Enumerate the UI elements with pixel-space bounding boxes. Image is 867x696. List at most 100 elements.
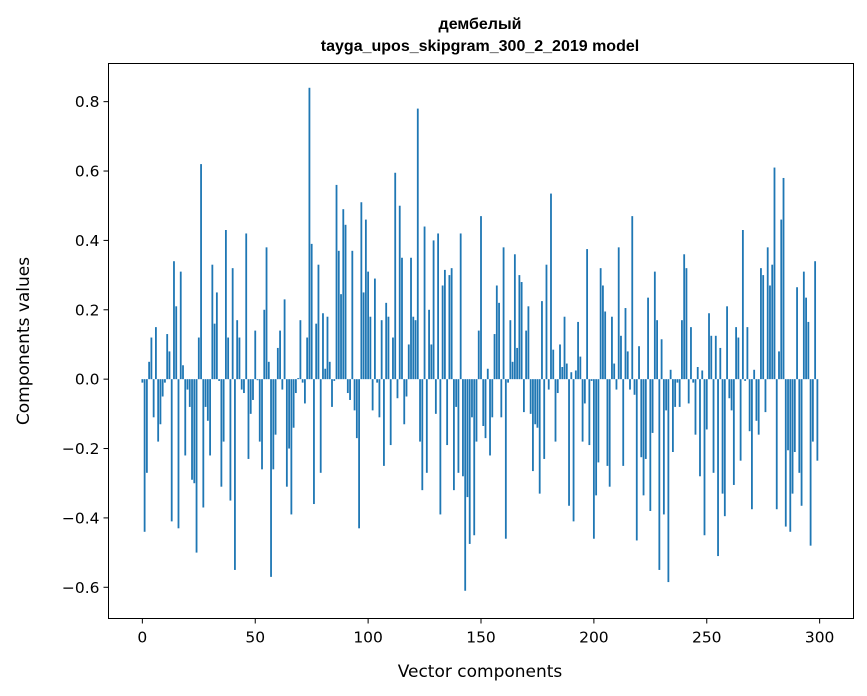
bar-component-220 bbox=[638, 346, 640, 380]
bar-component-254 bbox=[714, 335, 717, 380]
bar-component-251 bbox=[708, 313, 710, 380]
bar-component-227 bbox=[653, 271, 656, 380]
bar-component-79 bbox=[319, 379, 322, 473]
bar-component-148 bbox=[475, 379, 478, 442]
bar-component-181 bbox=[550, 193, 552, 380]
bar-component-110 bbox=[389, 379, 392, 446]
bar-component-272 bbox=[755, 379, 758, 421]
bar-component-260 bbox=[728, 379, 731, 399]
bar-component-61 bbox=[279, 330, 281, 380]
bar-component-75 bbox=[310, 243, 313, 380]
bars-group bbox=[141, 87, 819, 591]
bar-component-107 bbox=[383, 379, 385, 466]
bar-component-161 bbox=[504, 379, 507, 539]
bar-component-287 bbox=[789, 379, 792, 532]
bar-component-198 bbox=[588, 379, 591, 446]
bar-component-96 bbox=[358, 379, 360, 529]
bar-component-252 bbox=[710, 335, 713, 380]
bar-component-140 bbox=[457, 379, 460, 473]
bar-component-0 bbox=[141, 379, 144, 383]
bar-component-47 bbox=[247, 379, 250, 459]
bar-component-77 bbox=[315, 323, 318, 380]
bar-component-165 bbox=[513, 254, 516, 380]
chart-subtitle: tayga_upos_skipgram_300_2_2019 model bbox=[321, 38, 639, 55]
bar-component-109 bbox=[387, 316, 390, 380]
bar-component-258 bbox=[723, 379, 726, 517]
bar-component-29 bbox=[206, 379, 209, 421]
bar-component-269 bbox=[748, 379, 751, 432]
bar-component-255 bbox=[717, 379, 719, 557]
bar-component-173 bbox=[532, 379, 534, 472]
bar-component-289 bbox=[793, 379, 796, 452]
bar-component-209 bbox=[613, 363, 616, 380]
bar-component-156 bbox=[493, 334, 496, 380]
bar-component-17 bbox=[179, 271, 182, 380]
bar-component-65 bbox=[288, 379, 291, 449]
bar-component-90 bbox=[344, 224, 347, 380]
bar-component-88 bbox=[340, 294, 342, 380]
bar-component-155 bbox=[491, 379, 494, 418]
bar-component-34 bbox=[218, 379, 221, 381]
bar-component-171 bbox=[527, 306, 530, 380]
y-axis-label: Components values bbox=[14, 257, 34, 425]
bar-component-93 bbox=[351, 250, 354, 380]
bar-component-244 bbox=[692, 379, 695, 383]
x-tick-label: 300 bbox=[805, 629, 835, 647]
bar-component-85 bbox=[333, 379, 336, 381]
bar-component-122 bbox=[416, 108, 419, 380]
bar-component-144 bbox=[466, 379, 469, 498]
bar-component-210 bbox=[615, 379, 618, 390]
bar-component-166 bbox=[516, 347, 519, 380]
bar-component-89 bbox=[342, 209, 345, 380]
bar-component-62 bbox=[281, 379, 284, 390]
bar-component-5 bbox=[152, 379, 155, 418]
bar-component-72 bbox=[304, 379, 306, 404]
bar-component-211 bbox=[617, 247, 620, 380]
bar-component-170 bbox=[525, 330, 528, 380]
bar-component-86 bbox=[335, 184, 338, 380]
bar-component-50 bbox=[254, 330, 257, 380]
bar-component-267 bbox=[744, 379, 747, 381]
bar-component-4 bbox=[150, 337, 153, 380]
y-tick-label: 0.6 bbox=[75, 163, 100, 181]
bar-component-278 bbox=[769, 285, 771, 380]
bar-component-204 bbox=[602, 285, 604, 380]
bar-component-205 bbox=[604, 311, 607, 380]
bar-component-7 bbox=[157, 379, 160, 442]
bar-component-26 bbox=[200, 164, 202, 380]
bar-component-259 bbox=[726, 306, 728, 380]
bar-component-158 bbox=[498, 302, 500, 380]
bar-component-231 bbox=[662, 379, 665, 515]
bar-component-277 bbox=[766, 247, 769, 380]
bar-component-83 bbox=[328, 361, 331, 380]
bar-component-57 bbox=[270, 379, 272, 577]
bar-component-235 bbox=[671, 379, 674, 452]
bar-component-201 bbox=[595, 379, 598, 496]
bar-component-233 bbox=[667, 379, 670, 583]
bar-component-32 bbox=[213, 323, 216, 380]
bar-component-63 bbox=[283, 299, 286, 380]
bar-component-225 bbox=[649, 379, 652, 511]
bar-component-145 bbox=[468, 379, 471, 544]
bar-component-290 bbox=[796, 287, 798, 380]
bar-component-230 bbox=[660, 339, 663, 380]
bar-component-87 bbox=[337, 250, 340, 380]
bar-component-6 bbox=[155, 327, 157, 380]
bar-component-169 bbox=[522, 379, 525, 413]
bar-component-46 bbox=[245, 233, 248, 380]
bar-component-163 bbox=[509, 320, 512, 380]
bar-component-116 bbox=[403, 379, 406, 425]
bar-component-69 bbox=[297, 378, 300, 380]
bar-component-253 bbox=[712, 379, 715, 473]
y-tick-label: 0.8 bbox=[75, 93, 100, 111]
bar-component-101 bbox=[369, 316, 372, 380]
bar-component-288 bbox=[791, 379, 794, 494]
bar-component-223 bbox=[644, 379, 647, 459]
bar-component-167 bbox=[518, 275, 521, 380]
bar-component-125 bbox=[423, 226, 426, 380]
bar-component-56 bbox=[267, 361, 270, 380]
bar-component-234 bbox=[669, 369, 672, 380]
bar-component-119 bbox=[410, 257, 412, 380]
bar-component-284 bbox=[782, 177, 785, 380]
